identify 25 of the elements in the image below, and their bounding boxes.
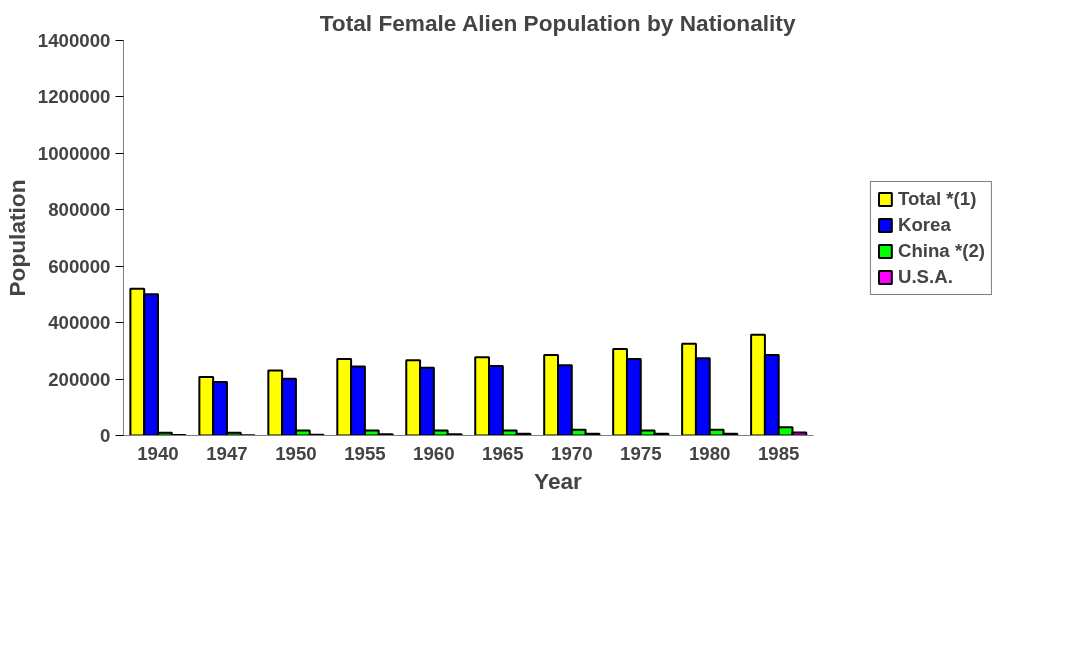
x-tick-label: 1970 [551, 442, 593, 464]
x-tick-label: 1940 [137, 442, 179, 464]
legend-label: Korea [897, 213, 951, 236]
x-tick-label: 1965 [482, 442, 524, 464]
y-tick-label: 800000 [48, 199, 111, 221]
x-tick-label: 1960 [413, 442, 455, 464]
x-tick-label: 1955 [344, 442, 386, 464]
chart-title: Total Female Alien Population by Nationality [319, 9, 796, 36]
x-tick-label: 1980 [688, 442, 731, 464]
y-tick-label: 0 [100, 425, 111, 446]
y-axis-title: Population [3, 179, 30, 297]
legend-label: Total *(1) [897, 187, 977, 210]
x-tick-label: 1985 [757, 442, 800, 464]
legend-label: U.S.A. [897, 265, 953, 288]
y-tick-label: 1200000 [37, 86, 111, 108]
y-tick-label: 1400000 [37, 30, 111, 51]
y-tick-label: 200000 [48, 368, 111, 390]
y-tick-label: 1000000 [37, 142, 111, 164]
y-tick-label: 600000 [48, 255, 111, 277]
x-tick-label: 1975 [620, 442, 662, 464]
x-axis-title: Year [534, 467, 583, 494]
y-tick-label: 400000 [48, 312, 111, 334]
x-tick-label: 1947 [206, 442, 248, 464]
legend-label: China *(2) [897, 239, 985, 262]
x-tick-label: 1950 [275, 442, 317, 464]
